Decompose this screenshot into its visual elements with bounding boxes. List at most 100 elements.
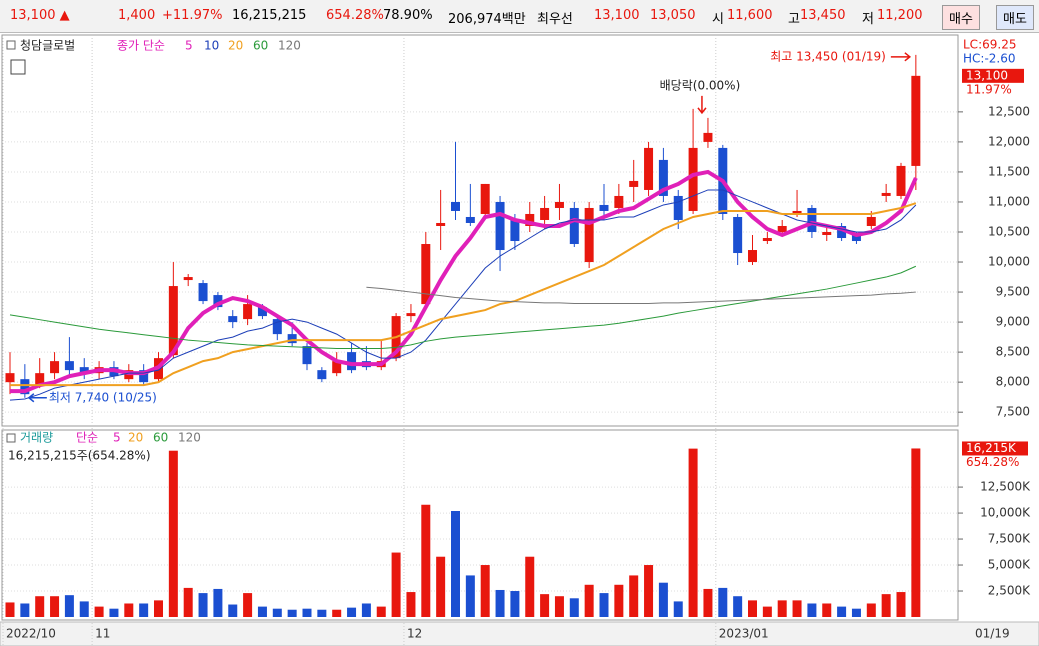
annotation: 배당락(0.00%) xyxy=(660,78,741,92)
x-tick-label: 12 xyxy=(407,627,422,641)
table-icon xyxy=(10,59,26,75)
buy-button[interactable]: 매수 xyxy=(942,5,980,30)
y-tick-label: 10,000K xyxy=(980,506,1031,520)
y-tick-label: 7,500 xyxy=(996,405,1030,419)
y-tick-label: 9,000 xyxy=(996,315,1030,329)
volume-bar xyxy=(243,593,253,617)
volume-bar xyxy=(851,608,861,617)
price-tag: 13,100 xyxy=(966,68,1008,82)
volume-bar xyxy=(302,608,312,617)
volume-bar xyxy=(733,596,743,617)
volume-bar xyxy=(5,602,15,617)
low: 11,200 xyxy=(877,8,923,23)
volume-bar xyxy=(866,603,876,617)
volume-bar xyxy=(822,603,832,617)
volume-tag: 16,215K xyxy=(966,441,1017,455)
volume-bar xyxy=(64,595,74,617)
volume-bar xyxy=(391,552,401,617)
sell-button[interactable]: 매도 xyxy=(996,5,1034,30)
ask: 13,100 xyxy=(594,8,640,23)
volume-tag2: 654.28% xyxy=(966,455,1019,469)
volume-bar xyxy=(480,565,490,617)
candle-body xyxy=(599,204,609,211)
volume-bar xyxy=(584,584,594,617)
high-label: 고 xyxy=(788,12,800,27)
y-tick-label: 5,000K xyxy=(988,558,1031,572)
volume-panel xyxy=(1,429,959,621)
volume-bar xyxy=(614,584,624,617)
volume-bar xyxy=(406,592,416,617)
price-tag-bg xyxy=(962,68,1024,83)
volume-bar xyxy=(644,565,654,617)
volume-bar xyxy=(124,603,134,617)
volume-bar xyxy=(629,575,639,617)
volume-bar xyxy=(718,587,728,617)
icon xyxy=(6,40,16,50)
open-label: 시 xyxy=(712,12,724,27)
candle-body xyxy=(554,201,564,208)
y-tick-label: 12,500K xyxy=(980,480,1031,494)
volume-bar xyxy=(94,606,104,617)
candle-body xyxy=(436,222,446,226)
volume-bar xyxy=(658,582,668,617)
candle-body xyxy=(302,346,312,365)
candle-body xyxy=(287,334,297,344)
volume-rate: 654.28% xyxy=(326,8,384,23)
candle-body xyxy=(139,370,149,383)
candle-body xyxy=(777,225,787,232)
volume-bar xyxy=(287,609,297,617)
candle-body xyxy=(807,207,817,232)
volume-bar xyxy=(376,606,386,617)
volume-bar xyxy=(525,556,535,617)
candle-body xyxy=(569,207,579,245)
volume-bar xyxy=(79,601,89,617)
volume-bar xyxy=(451,510,460,617)
x-tick-label: 11 xyxy=(95,627,110,641)
candle-body xyxy=(896,165,906,196)
volume-bar xyxy=(272,608,282,617)
volume-summary: 16,215,215주(654.28%) xyxy=(8,449,151,463)
volume-bar xyxy=(168,450,178,617)
y-tick-label: 10,500 xyxy=(988,225,1030,239)
candle-body xyxy=(822,232,832,236)
candle-body xyxy=(317,370,327,380)
legend-item: 60 xyxy=(253,39,268,53)
candle-body xyxy=(866,216,876,226)
last-date: 01/19 xyxy=(975,627,1010,641)
volume: 16,215,215 xyxy=(232,8,307,23)
candle-body xyxy=(168,286,178,356)
open: 11,600 xyxy=(727,8,773,23)
volume-bar xyxy=(332,609,342,617)
legend-item: 5 xyxy=(113,431,121,445)
candle-body xyxy=(688,147,698,211)
candle-body xyxy=(540,207,550,220)
volume-bar xyxy=(748,600,757,617)
volume-bar xyxy=(50,596,60,617)
legend-label: 종가 단순 xyxy=(117,39,165,53)
candle-body xyxy=(332,361,342,374)
volume-bar xyxy=(465,575,475,617)
volume-bar xyxy=(688,448,698,617)
candle-body xyxy=(347,352,357,371)
volume-bar xyxy=(807,603,817,617)
candle-body xyxy=(525,213,535,226)
change-rate: +11.97% xyxy=(162,8,223,23)
candle-body xyxy=(228,316,238,323)
candle-body xyxy=(35,373,45,386)
volume-bar xyxy=(183,587,193,617)
legend-item: 20 xyxy=(128,431,143,445)
candle-body xyxy=(257,307,267,317)
best-label: 최우선 xyxy=(537,12,573,27)
ma-line xyxy=(9,189,917,401)
legend-item: 60 xyxy=(153,431,168,445)
volume-bar xyxy=(317,609,327,617)
candle-body xyxy=(5,373,15,383)
legend-title: 청담글로벌 xyxy=(20,39,75,53)
candle-body xyxy=(748,250,757,263)
candle-body xyxy=(421,244,431,305)
volume-bar xyxy=(20,603,30,617)
candle-body xyxy=(198,283,208,302)
candle-body xyxy=(79,367,89,374)
legend-item: 120 xyxy=(178,431,201,445)
